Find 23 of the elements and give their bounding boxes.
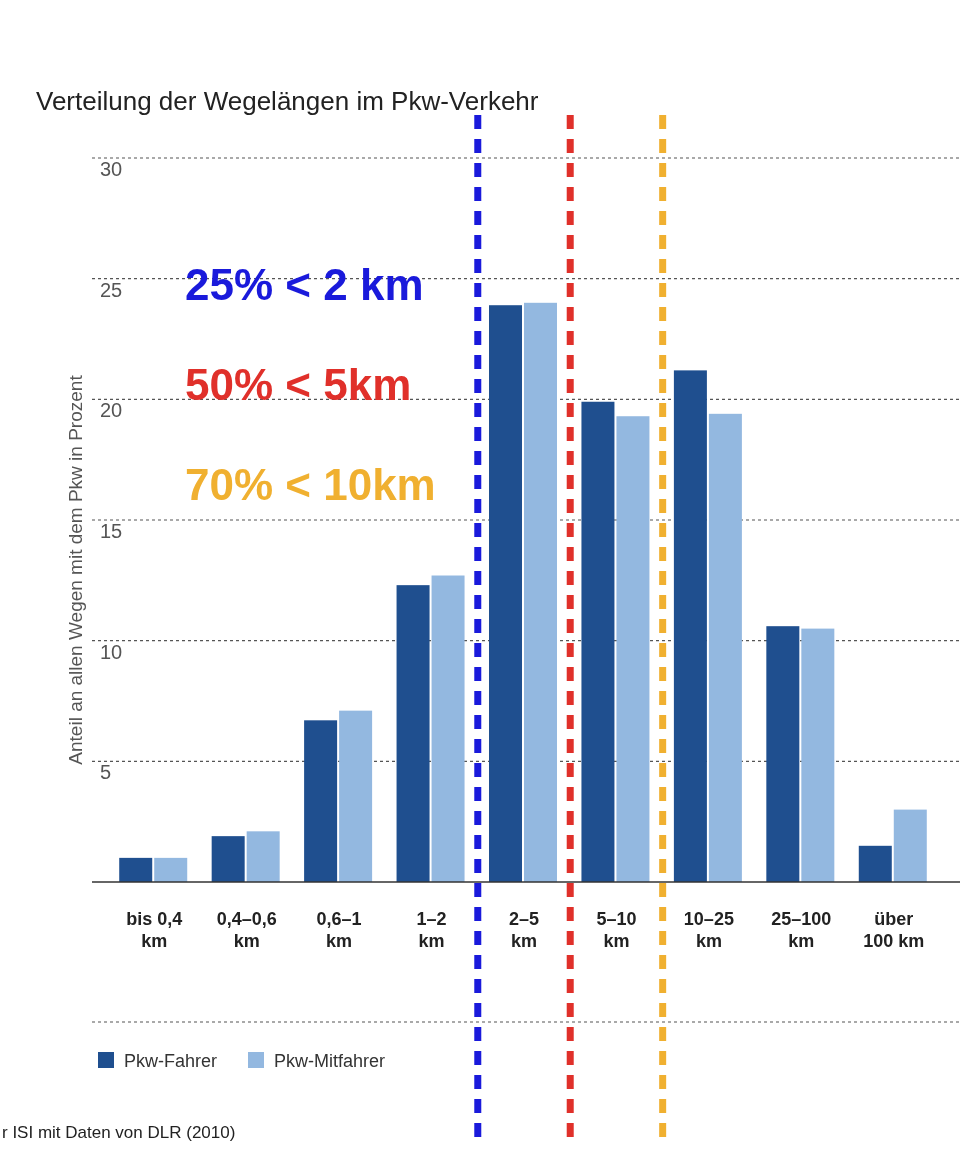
- legend-label: Pkw-Fahrer: [124, 1051, 218, 1071]
- y-tick-label: 10: [100, 640, 123, 663]
- chart-title: Verteilung der Wegelängen im Pkw-Verkehr: [36, 86, 539, 116]
- x-tick-label: 5–10 km: [596, 909, 637, 951]
- y-tick-label: 25: [100, 278, 123, 301]
- legend-label: Pkw-Mitfahrer: [274, 1051, 386, 1071]
- y-axis-title: Anteil an allen Wegen mit dem Pkw in Prozent: [65, 374, 86, 765]
- x-tick-label: bis 0,4 km: [126, 909, 183, 951]
- x-tick-label: 0,4–0,6 km: [216, 909, 277, 951]
- x-tick-label: 10–25 km: [683, 909, 734, 951]
- x-tick-label: 25–100 km: [771, 909, 832, 951]
- x-tick-label: 2–5 km: [508, 909, 540, 951]
- y-tick-label: 20: [100, 399, 123, 422]
- y-tick-label: 5: [100, 761, 112, 784]
- ref-line-label: 25% < 2 km: [185, 260, 424, 309]
- y-tick-label: 15: [100, 520, 123, 542]
- x-tick-label: 1–2 km: [416, 909, 447, 951]
- y-tick-label: 30: [100, 158, 123, 180]
- text: r ISI mit Daten von DLR (2010): [2, 1123, 236, 1142]
- x-tick-label: 0,6–1 km: [316, 909, 362, 951]
- ref-line-label: 70% < 10km: [185, 460, 436, 509]
- ref-line-label: 50% < 5km: [185, 360, 412, 409]
- x-tick-label: über 100 km: [863, 909, 925, 951]
